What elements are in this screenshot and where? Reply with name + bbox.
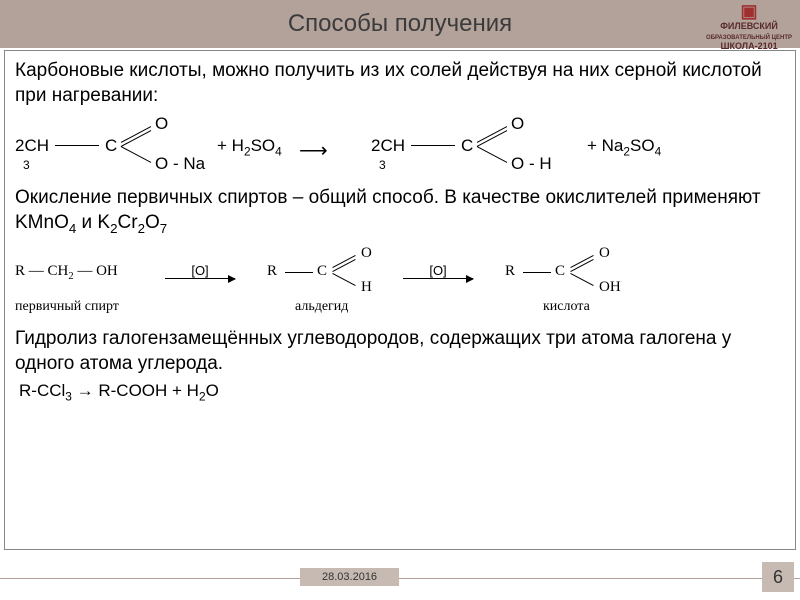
label-alcohol: первичный спирт bbox=[15, 299, 119, 315]
page-number: 6 bbox=[762, 562, 794, 592]
scheme-h1: H bbox=[361, 279, 372, 296]
bond bbox=[332, 273, 355, 286]
date-box: 28.03.2016 bbox=[300, 568, 399, 586]
scheme-o2: O bbox=[599, 245, 610, 262]
eq1-plus: + H2SO4 bbox=[217, 136, 282, 158]
school-logo: ▣ ФИЛЕВСКИЙ ОБРАЗОВАТЕЛЬНЫЙ ЦЕНТР ШКОЛА-… bbox=[706, 2, 792, 51]
eq1-o-h: O - H bbox=[511, 154, 552, 174]
bond bbox=[570, 273, 593, 286]
scheme-c2: C bbox=[555, 263, 565, 280]
oxidation-scheme: R — CH2 — OH [O] R C O H [O] R C O OH bbox=[15, 245, 785, 297]
footer-line bbox=[0, 578, 800, 579]
scheme-r2: R bbox=[505, 263, 515, 280]
bond bbox=[477, 146, 507, 163]
para-oxidation: Окисление первичных спиртов – общий спос… bbox=[15, 186, 785, 237]
eq1-na2so4: + Na2SO4 bbox=[587, 136, 661, 158]
bond bbox=[411, 145, 455, 146]
footer: 28.03.2016 6 bbox=[0, 564, 800, 594]
scheme-r1: R bbox=[267, 263, 277, 280]
para-hydrolysis: Гидролиз галогензамещённых углеводородов… bbox=[15, 327, 785, 376]
intro-text: Карбоновые кислоты, можно получить из их… bbox=[15, 59, 785, 108]
scheme-o1: O bbox=[361, 245, 372, 262]
eq1-arrow: ⟶ bbox=[299, 138, 328, 163]
bond bbox=[121, 146, 151, 163]
label-acid: кислота bbox=[543, 299, 590, 315]
eq1-right-coef: 2CH bbox=[371, 136, 405, 156]
eq1-o-na: O - Na bbox=[155, 154, 205, 174]
content-frame: Карбоновые кислоты, можно получить из их… bbox=[4, 50, 796, 550]
scheme-arrow2: [O] bbox=[403, 269, 473, 286]
eq1-c2: C bbox=[461, 136, 473, 156]
logo-icon: ▣ bbox=[706, 2, 792, 22]
scheme-labels: первичный спирт альдегид кислота bbox=[15, 299, 785, 317]
eq1-c1: C bbox=[105, 136, 117, 156]
label-aldehyde: альдегид bbox=[295, 299, 348, 315]
scheme-c1: C bbox=[317, 263, 327, 280]
scheme-alcohol: R — CH2 — OH bbox=[15, 263, 118, 282]
eq1-right-sub: 3 bbox=[379, 158, 386, 172]
bond bbox=[477, 126, 507, 143]
bond bbox=[285, 272, 313, 273]
eq1-o-top: O bbox=[155, 114, 168, 134]
bond bbox=[55, 145, 99, 146]
eq1-left-coef: 2CH bbox=[15, 136, 49, 156]
equation-3: R-CCl3 → R-COOH + H2O bbox=[19, 381, 785, 403]
scheme-oh2: OH bbox=[599, 279, 621, 296]
page-title: Способы получения bbox=[288, 10, 512, 38]
logo-line1: ФИЛЕВСКИЙ bbox=[720, 21, 778, 31]
eq1-o-top2: O bbox=[511, 114, 524, 134]
bond bbox=[121, 126, 151, 143]
bond bbox=[523, 272, 551, 273]
scheme-arrow1: [O] bbox=[165, 269, 235, 286]
equation-1: 2CH 3 C O O - Na + H2SO4 ⟶ 2CH 3 C O O -… bbox=[15, 114, 785, 176]
title-bar: Способы получения ▣ ФИЛЕВСКИЙ ОБРАЗОВАТЕ… bbox=[0, 0, 800, 48]
eq1-left-sub: 3 bbox=[23, 158, 30, 172]
